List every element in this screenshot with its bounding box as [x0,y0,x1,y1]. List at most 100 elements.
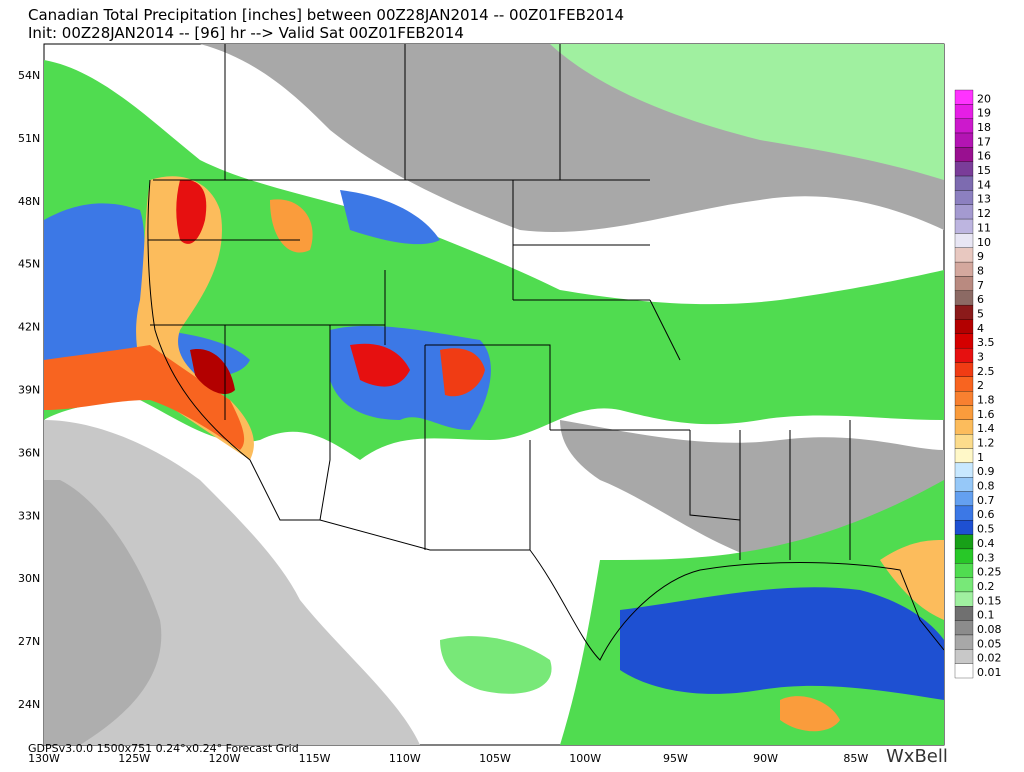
lon-label: 125W [118,752,150,765]
legend-swatch [954,620,974,636]
legend-label: 1.8 [977,394,995,407]
legend-swatch [954,175,974,191]
legend-swatch [954,218,974,234]
legend-swatch [954,563,974,578]
subtitle: Init: 00Z28JAN2014 -- [96] hr --> Valid … [28,24,464,42]
lat-label: 42N [18,321,40,334]
legend-label: 9 [977,250,984,263]
legend-label: 1.4 [977,422,995,435]
legend-label: 7 [977,279,984,292]
lat-label: 48N [18,195,40,208]
legend-swatch [954,319,974,334]
legend-swatch [954,190,974,205]
legend-swatch [954,591,974,607]
legend-label: 0.2 [977,580,995,593]
logo: WxBell [886,746,948,767]
legend-swatch [954,534,974,550]
map [43,43,945,746]
legend-swatch [954,247,974,263]
legend-swatch [954,362,974,377]
legend-swatch [954,634,974,650]
lon-label: 120W [208,752,240,765]
lon-label: 100W [569,752,601,765]
lat-label: 30N [18,572,40,585]
legend-swatch [954,161,974,177]
legend-label: 0.05 [977,637,1002,650]
legend-swatch [954,132,974,148]
lon-label: 95W [663,752,688,765]
legend-swatch [954,491,974,507]
legend-swatch [954,233,974,248]
lat-label: 24N [18,698,40,711]
legend-swatch [954,477,974,492]
legend-label: 0.3 [977,551,995,564]
lat-label: 54N [18,69,40,82]
lon-label: 115W [299,752,331,765]
legend-label: 17 [977,135,991,148]
legend-label: 19 [977,107,991,120]
legend-swatch [954,89,974,105]
lat-label: 45N [18,258,40,271]
legend-label: 1.6 [977,408,995,421]
legend-label: 0.5 [977,523,995,536]
legend-swatch [954,434,974,449]
legend-label: 2 [977,379,984,392]
legend-swatch [954,118,974,134]
legend-swatch [954,505,974,521]
legend-swatch [954,276,974,291]
legend-swatch [954,520,974,535]
legend-label: 0.25 [977,566,1002,579]
legend-label: 12 [977,207,991,220]
legend-swatch [954,391,974,406]
title: Canadian Total Precipitation [inches] be… [28,6,624,24]
legend-label: 0.02 [977,652,1002,665]
lon-label: 90W [753,752,778,765]
legend-label: 13 [977,193,991,206]
legend-swatch [954,548,974,564]
legend-label: 1 [977,451,984,464]
legend-label: 11 [977,221,991,234]
lon-label: 130W [28,752,60,765]
lon-label: 110W [389,752,421,765]
lon-label: 85W [843,752,868,765]
legend-swatch [954,104,974,119]
legend-label: 16 [977,150,991,163]
legend-label: 0.7 [977,494,995,507]
precip-field [44,44,944,745]
state-borders [147,44,944,661]
lat-label: 51N [18,132,40,145]
legend-swatch [954,347,974,363]
legend-label: 1.2 [977,437,995,450]
legend-swatch [954,261,974,277]
legend-swatch [954,663,974,679]
legend-swatch [954,204,974,220]
legend-label: 0.9 [977,465,995,478]
legend-label: 3 [977,350,984,363]
legend-label: 0.15 [977,594,1002,607]
legend-label: 2.5 [977,365,995,378]
legend-label: 0.8 [977,480,995,493]
legend-label: 6 [977,293,984,306]
legend-label: 20 [977,92,991,105]
legend-label: 18 [977,121,991,134]
legend-swatch [954,147,974,162]
legend-label: 5 [977,307,984,320]
legend-swatch [954,290,974,306]
legend-label: 14 [977,178,991,191]
legend-swatch [954,304,974,320]
axis-labels: 54N 51N 48N 45N 42N 39N 36N 33N 30N 27N 24N 130W 125… [18,69,868,765]
legend-swatch [954,577,974,593]
legend-swatch [954,376,974,392]
legend-label: 3.5 [977,336,995,349]
legend-swatch [954,405,974,421]
legend-label: 0.08 [977,623,1002,636]
legend-label: 0.4 [977,537,995,550]
legend-label: 0.1 [977,609,995,622]
legend-label: 0.6 [977,508,995,521]
legend-label: 8 [977,264,984,277]
lat-label: 36N [18,446,40,459]
legend-swatch [954,419,974,435]
legend-label: 4 [977,322,984,335]
footer: GDPSv3.0.0 1500x751 0.24°x0.24° Forecast… [28,742,299,755]
